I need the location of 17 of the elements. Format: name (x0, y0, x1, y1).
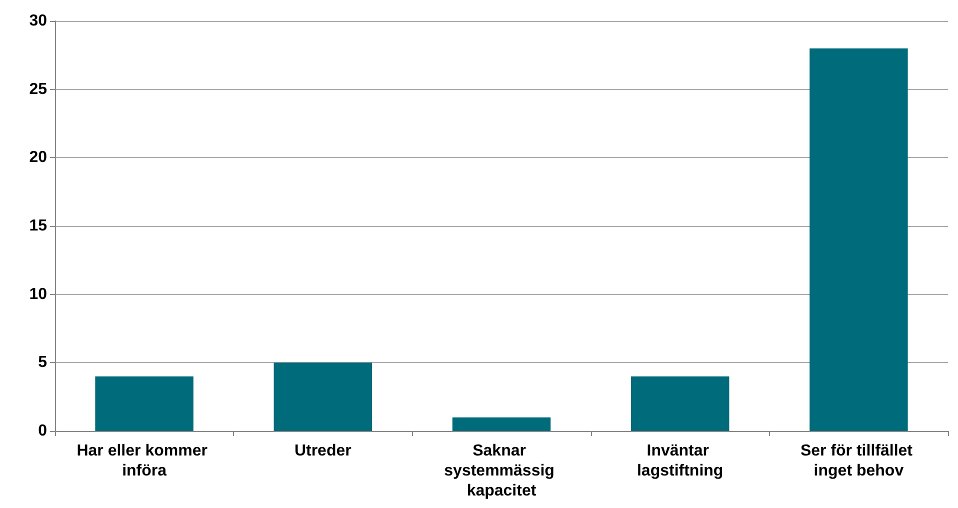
bar (810, 48, 908, 431)
y-tick-label: 25 (29, 80, 48, 98)
bar (274, 362, 372, 431)
x-tick-label: Inväntar lagstiftning (636, 442, 724, 480)
y-tick-label: 20 (29, 149, 48, 166)
bar (452, 417, 551, 431)
x-tick-label: Saknar systemmässig kapacitet (444, 442, 559, 500)
x-tick-label: Har eller kommer införa (76, 442, 212, 480)
y-tick-label: 10 (29, 286, 48, 303)
y-tick-label: 15 (29, 218, 48, 234)
bar (630, 376, 730, 431)
y-tick-label: 30 (29, 12, 48, 30)
x-tick-label: Utreder (294, 442, 352, 460)
y-tick-label: 5 (38, 354, 48, 372)
y-tick-label: 0 (38, 422, 48, 440)
bar (95, 376, 194, 431)
x-tick-label: Ser för tillfället inget behov (800, 442, 917, 480)
